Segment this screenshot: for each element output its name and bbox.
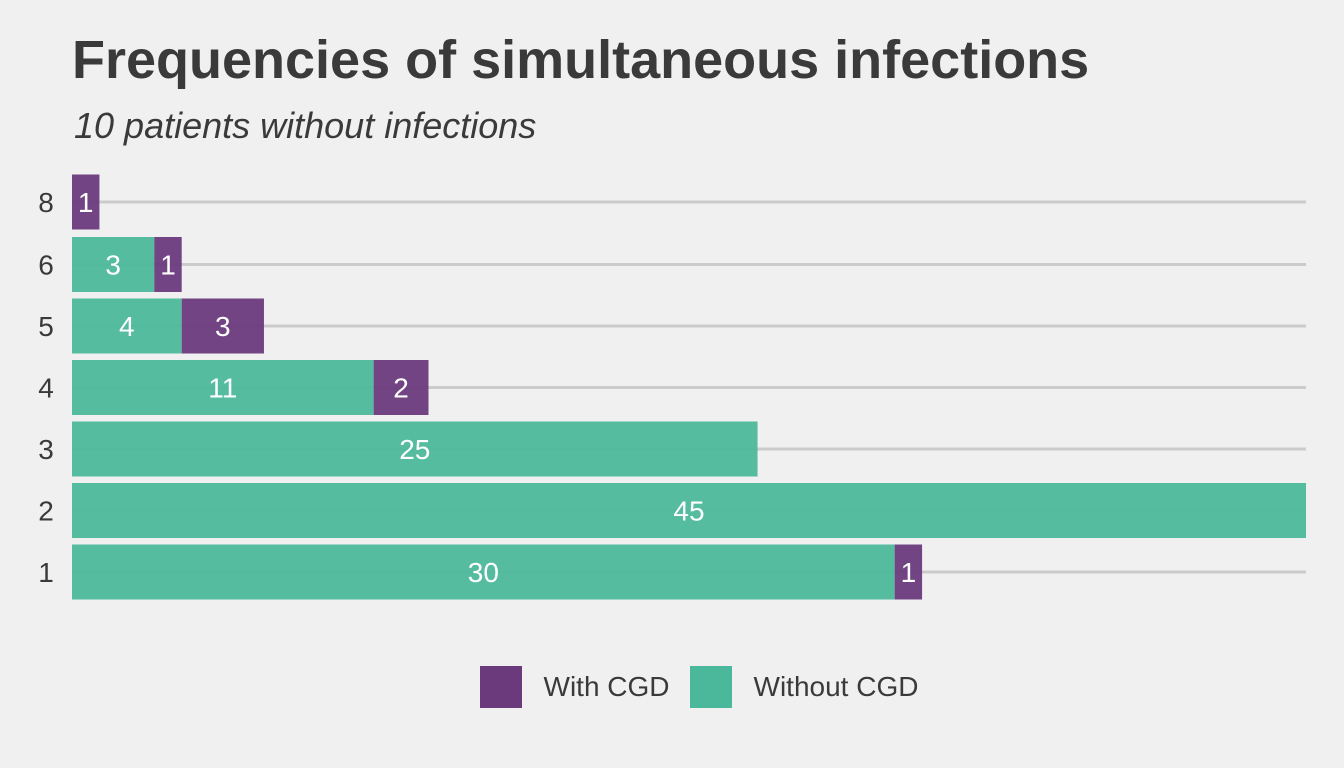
bar-without-cgd-2	[72, 483, 1306, 538]
y-tick-label-5: 5	[38, 311, 54, 342]
data-label-without-cgd-5: 4	[119, 311, 135, 342]
bar-without-cgd-4	[72, 360, 374, 415]
data-label-without-cgd-6: 3	[105, 250, 121, 281]
data-label-without-cgd-2: 45	[673, 496, 704, 527]
data-label-with-cgd-6: 1	[160, 250, 176, 281]
bar-with-cgd-6	[154, 237, 182, 292]
legend: With CGD Without CGD	[0, 666, 1344, 708]
bar-without-cgd-6	[72, 237, 155, 292]
data-label-without-cgd-1: 30	[468, 557, 499, 588]
bar-with-cgd-8	[72, 174, 100, 230]
bar-with-cgd-5	[181, 298, 264, 354]
legend-label-with-cgd: With CGD	[543, 671, 670, 702]
y-tick-label-3: 3	[38, 434, 54, 465]
bar-with-cgd-4	[373, 360, 429, 415]
y-tick-label-4: 4	[38, 373, 54, 404]
legend-item-with-cgd: With CGD	[479, 666, 670, 708]
bar-with-cgd-1	[894, 544, 923, 600]
legend-swatch-with-cgd	[479, 666, 522, 708]
bar-without-cgd-5	[72, 298, 182, 354]
chart-subtitle: 10 patients without infections	[74, 105, 537, 146]
data-label-with-cgd-5: 3	[215, 311, 231, 342]
data-label-without-cgd-4: 11	[208, 373, 237, 404]
data-label-with-cgd-4: 2	[393, 373, 409, 404]
chart-title: Frequencies of simultaneous infections	[72, 30, 1090, 90]
y-tick-label-8: 8	[38, 187, 54, 218]
y-tick-label-1: 1	[38, 557, 54, 588]
legend-label-without-cgd: Without CGD	[753, 671, 919, 702]
legend-swatch-without-cgd	[689, 666, 732, 708]
data-label-without-cgd-3: 25	[399, 434, 430, 465]
y-tick-label-2: 2	[38, 496, 54, 527]
y-tick-label-6: 6	[38, 250, 54, 281]
data-label-with-cgd-8: 1	[78, 187, 94, 218]
data-label-with-cgd-1: 1	[901, 557, 917, 588]
bar-without-cgd-1	[72, 544, 895, 600]
bar-without-cgd-3	[72, 421, 758, 477]
legend-item-without-cgd: Without CGD	[689, 666, 919, 708]
